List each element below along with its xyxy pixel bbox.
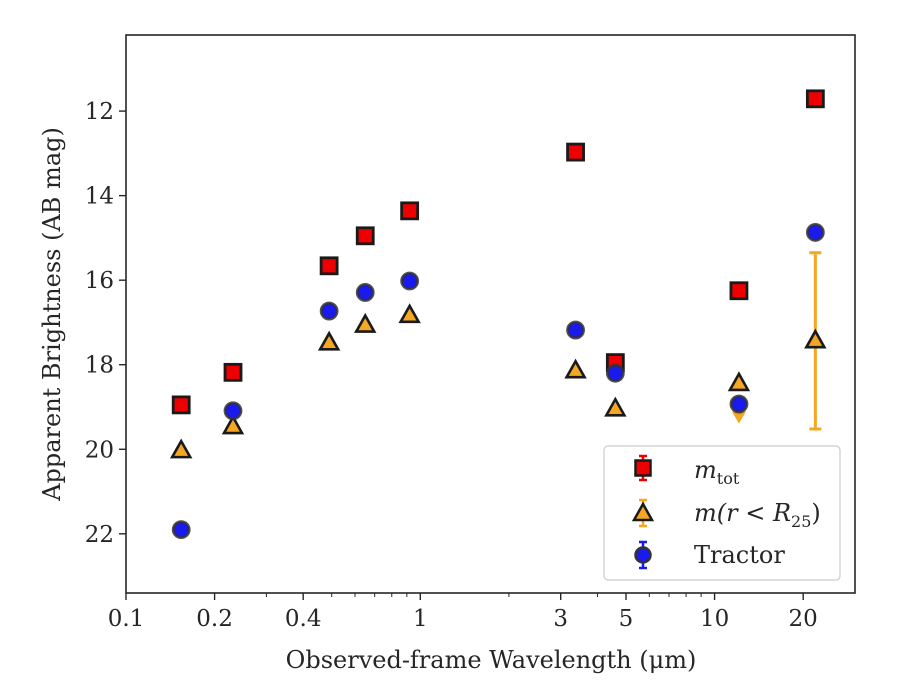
mr25-point <box>727 371 751 392</box>
tractor-point <box>605 363 625 383</box>
mtot-point <box>729 281 749 301</box>
x-tick-label: 0.4 <box>285 606 322 632</box>
y-axis-ticks: 12 14 16 18 20 22 <box>85 99 126 548</box>
mr25-point <box>564 358 587 379</box>
y-axis-title: Apparent Brightness (AB mag) <box>38 127 66 502</box>
mr25-upper-limit-arrow <box>731 411 746 424</box>
mtot-point <box>223 362 243 382</box>
x-tick-label: 0.1 <box>108 606 145 632</box>
legend-box <box>603 445 841 581</box>
tractor-point <box>223 401 243 421</box>
mr25-point <box>398 303 421 324</box>
mr25-point <box>804 328 827 349</box>
legend-label-mtot: mtot <box>694 456 740 488</box>
mr25-point <box>317 330 341 351</box>
legend-entry-tractor: Tractor <box>634 540 785 570</box>
mr25-point <box>354 312 377 333</box>
mr25-point <box>604 396 627 417</box>
tractor-point <box>400 271 420 291</box>
x-tick-label: 0.2 <box>196 606 233 632</box>
legend-marker-mr25 <box>631 498 655 528</box>
legend-marker-mtot <box>634 454 652 482</box>
mtot-point <box>400 201 420 221</box>
x-tick-label: 5 <box>619 606 634 632</box>
tractor-point <box>729 394 749 414</box>
legend-label-mr25: m(r < R25) <box>694 499 821 531</box>
plot-area-frame <box>125 34 856 594</box>
x-tick-label: 3 <box>553 606 568 632</box>
tractor-point <box>319 301 339 321</box>
series-layer <box>169 89 827 539</box>
x-axis-ticks: 0.1 0.2 0.4 1 3 5 10 20 <box>108 593 818 632</box>
mtot-point <box>566 142 585 162</box>
x-tick-label: 20 <box>789 606 818 632</box>
legend: mtot m(r < R25) Tractor <box>603 445 841 581</box>
y-tick-label: 12 <box>85 99 114 125</box>
legend-entry-mr25: m(r < R25) <box>631 498 821 531</box>
mr25-point <box>221 414 245 435</box>
tractor-point <box>171 520 191 539</box>
mtot-point <box>319 256 339 276</box>
legend-label-tractor: Tractor <box>694 541 785 569</box>
y-tick-label: 18 <box>85 353 114 379</box>
series-mtot <box>171 89 825 415</box>
tractor-point <box>566 320 585 340</box>
tractor-point <box>355 283 375 302</box>
x-axis-title: Observed-frame Wavelength (μm) <box>286 646 697 674</box>
x-tick-label: 10 <box>700 606 729 632</box>
y-tick-label: 20 <box>85 437 114 463</box>
series-mr25 <box>169 303 827 459</box>
y-tick-label: 22 <box>85 522 114 548</box>
tractor-point <box>805 223 825 242</box>
series-tractor <box>171 223 825 539</box>
mtot-point <box>171 395 191 415</box>
x-tick-label: 1 <box>413 606 428 632</box>
mtot-point <box>805 89 825 109</box>
mr25-point <box>169 438 193 459</box>
mtot-point <box>355 226 375 246</box>
y-tick-label: 16 <box>85 268 114 294</box>
y-tick-label: 14 <box>85 184 114 210</box>
legend-entry-mtot: mtot <box>634 454 740 488</box>
legend-marker-tractor <box>634 540 652 570</box>
